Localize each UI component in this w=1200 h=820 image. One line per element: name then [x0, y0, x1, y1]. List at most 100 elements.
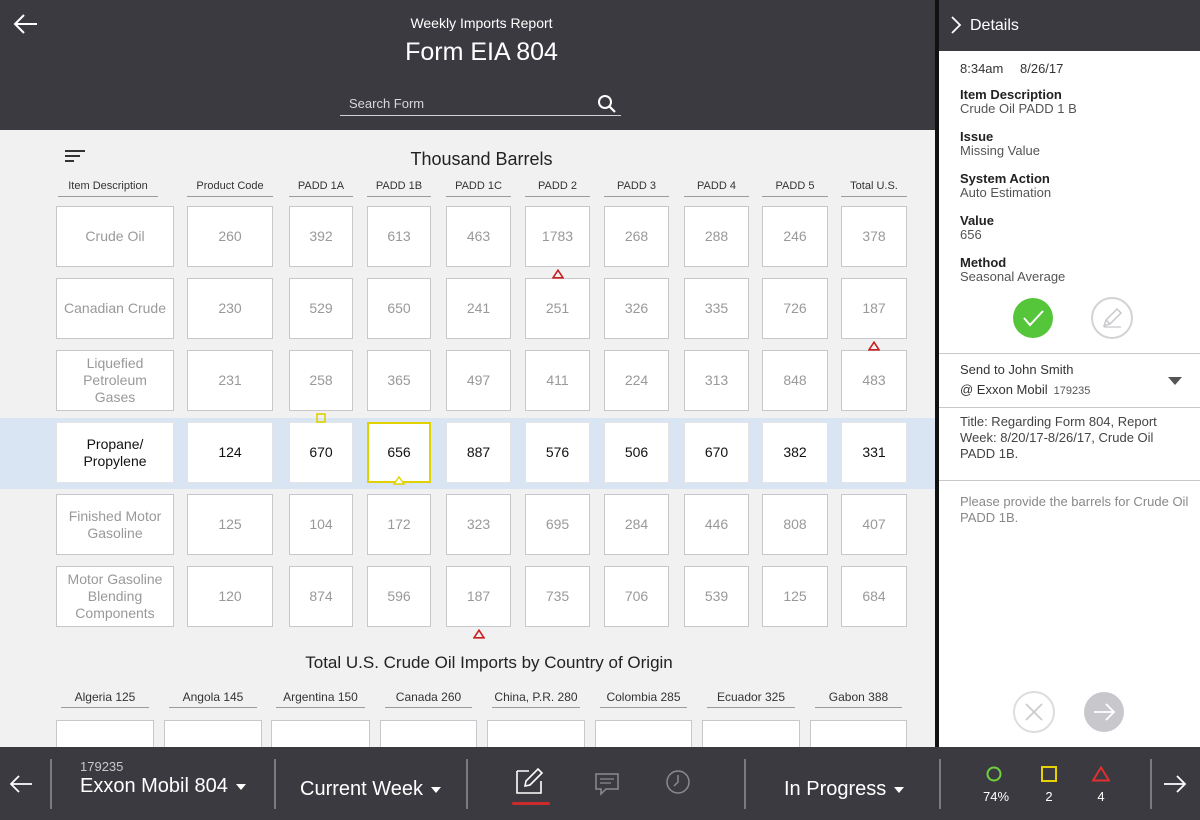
value-cell[interactable]: 706: [604, 566, 669, 627]
column-header[interactable]: PADD 5: [762, 180, 828, 197]
country-value-cell[interactable]: [595, 720, 692, 747]
chevron-right-icon[interactable]: [949, 15, 963, 35]
country-value-cell[interactable]: [702, 720, 800, 747]
value-cell[interactable]: 670: [289, 422, 353, 483]
recipient-dropdown-icon[interactable]: [1167, 376, 1183, 386]
clock-icon[interactable]: [665, 769, 691, 795]
search-icon[interactable]: [597, 94, 617, 114]
value-cell[interactable]: 260: [187, 206, 273, 267]
back-arrow-icon[interactable]: [12, 10, 40, 38]
country-value-cell[interactable]: [487, 720, 585, 747]
error-triangle-icon[interactable]: [551, 269, 564, 279]
value-cell[interactable]: 323: [446, 494, 511, 555]
value-cell[interactable]: 125: [762, 566, 828, 627]
selected-triangle-icon[interactable]: [393, 476, 405, 486]
value-cell[interactable]: 506: [604, 422, 669, 483]
value-cell[interactable]: 483: [841, 350, 907, 411]
country-value-cell[interactable]: [380, 720, 477, 747]
country-value-cell[interactable]: [271, 720, 370, 747]
value-cell[interactable]: 104: [289, 494, 353, 555]
value-cell[interactable]: 874: [289, 566, 353, 627]
value-cell[interactable]: 650: [367, 278, 431, 339]
value-cell[interactable]: 187: [841, 278, 907, 339]
column-header[interactable]: PADD 4: [684, 180, 749, 197]
arrow-left-icon[interactable]: [8, 771, 34, 797]
value-cell[interactable]: 382: [762, 422, 828, 483]
warning-square-icon[interactable]: [315, 413, 327, 423]
error-triangle-icon[interactable]: [472, 629, 485, 639]
value-cell[interactable]: 735: [525, 566, 590, 627]
cancel-button[interactable]: [1013, 691, 1055, 733]
value-cell[interactable]: 695: [525, 494, 590, 555]
message-body[interactable]: Please provide the barrels for Crude Oil…: [960, 494, 1189, 525]
country-value-cell[interactable]: [810, 720, 907, 747]
company-selector[interactable]: Exxon Mobil 804: [80, 775, 246, 798]
value-cell[interactable]: 887: [446, 422, 511, 483]
value-cell[interactable]: 497: [446, 350, 511, 411]
value-cell[interactable]: 808: [762, 494, 828, 555]
value-cell[interactable]: 224: [604, 350, 669, 411]
value-cell[interactable]: 120: [187, 566, 273, 627]
value-cell[interactable]: 331: [841, 422, 907, 483]
country-value-cell[interactable]: [56, 720, 154, 747]
caret-down-icon: [431, 786, 442, 793]
column-header[interactable]: PADD 1B: [367, 180, 431, 197]
message-title[interactable]: Title: Regarding Form 804, Report Week: …: [960, 414, 1157, 461]
send-message-button[interactable]: [1084, 692, 1124, 732]
value-cell[interactable]: 246: [762, 206, 828, 267]
column-header[interactable]: PADD 1C: [446, 180, 511, 197]
value-cell[interactable]: 576: [525, 422, 590, 483]
value-cell[interactable]: 1783: [525, 206, 590, 267]
value-cell[interactable]: 848: [762, 350, 828, 411]
value-cell[interactable]: 284: [604, 494, 669, 555]
report-subtitle: Weekly Imports Report: [410, 15, 553, 31]
value-cell[interactable]: 335: [684, 278, 749, 339]
status-selector[interactable]: In Progress: [784, 778, 905, 801]
value-cell[interactable]: 230: [187, 278, 273, 339]
value-cell[interactable]: 241: [446, 278, 511, 339]
value-cell[interactable]: 326: [604, 278, 669, 339]
value-cell[interactable]: 670: [684, 422, 749, 483]
value-cell[interactable]: 529: [289, 278, 353, 339]
value-cell[interactable]: 407: [841, 494, 907, 555]
value-cell[interactable]: 288: [684, 206, 749, 267]
column-header[interactable]: Item Description: [58, 180, 158, 197]
value-cell[interactable]: 172: [367, 494, 431, 555]
value-cell[interactable]: 231: [187, 350, 273, 411]
value-cell[interactable]: 613: [367, 206, 431, 267]
search-input[interactable]: [340, 92, 580, 114]
column-header[interactable]: Total U.S.: [841, 180, 907, 197]
value-cell[interactable]: 656: [367, 422, 431, 483]
value-cell[interactable]: 446: [684, 494, 749, 555]
edit-value-button[interactable]: [1091, 297, 1133, 339]
value-cell[interactable]: 251: [525, 278, 590, 339]
column-header[interactable]: PADD 3: [604, 180, 669, 197]
value-cell[interactable]: 392: [289, 206, 353, 267]
value-cell[interactable]: 258: [289, 350, 353, 411]
value-cell[interactable]: 411: [525, 350, 590, 411]
edit-form-icon[interactable]: [515, 767, 547, 795]
value-cell[interactable]: 187: [446, 566, 511, 627]
column-header[interactable]: Product Code: [187, 180, 273, 197]
value-cell[interactable]: 463: [446, 206, 511, 267]
value-cell[interactable]: 726: [762, 278, 828, 339]
column-header[interactable]: PADD 2: [525, 180, 590, 197]
column-header[interactable]: PADD 1A: [289, 180, 353, 197]
value-cell[interactable]: 539: [684, 566, 749, 627]
value-cell[interactable]: 268: [604, 206, 669, 267]
country-value-cell[interactable]: [164, 720, 262, 747]
error-triangle-icon[interactable]: [868, 341, 880, 351]
value-cell[interactable]: 125: [187, 494, 273, 555]
value-cell[interactable]: 124: [187, 422, 273, 483]
arrow-right-icon[interactable]: [1162, 771, 1188, 797]
value-cell[interactable]: 313: [684, 350, 749, 411]
value-cell[interactable]: 378: [841, 206, 907, 267]
value-cell[interactable]: 684: [841, 566, 907, 627]
value-cell[interactable]: 365: [367, 350, 431, 411]
comment-icon[interactable]: [594, 771, 620, 797]
filter-icon[interactable]: [64, 148, 86, 164]
week-selector[interactable]: Current Week: [300, 778, 442, 801]
country-label: Gabon 388: [815, 690, 902, 708]
approve-button[interactable]: [1013, 298, 1053, 338]
value-cell[interactable]: 596: [367, 566, 431, 627]
